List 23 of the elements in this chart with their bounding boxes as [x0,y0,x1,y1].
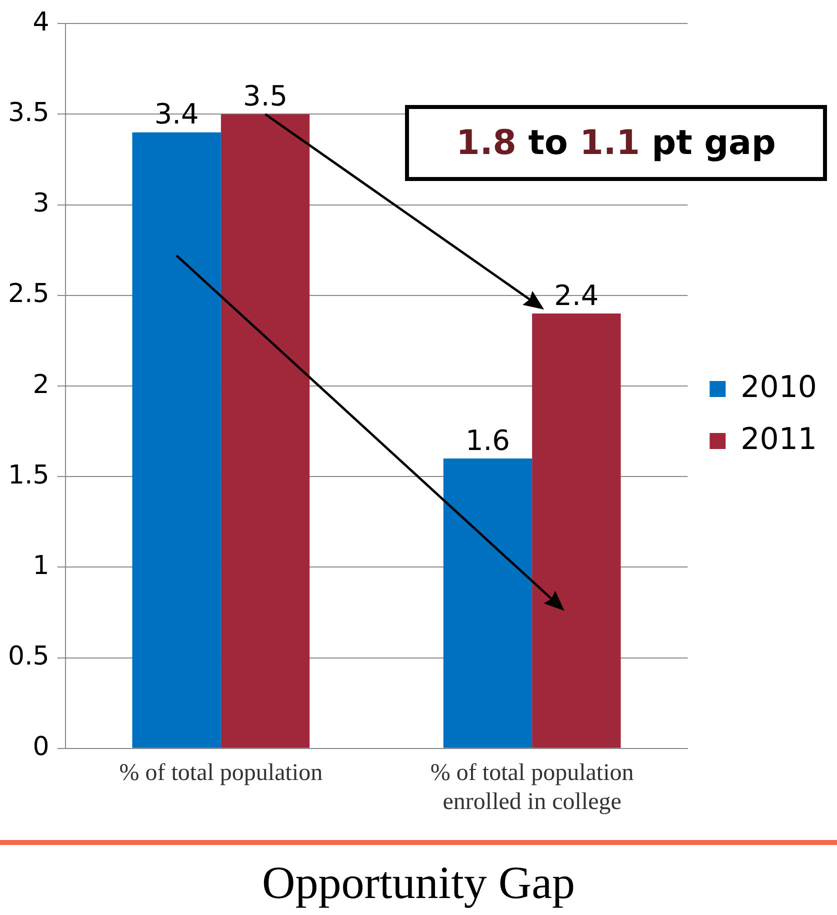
data-label: 2.4 [554,278,599,312]
legend-label: 2011 [740,422,818,457]
y-tick-label: 1.5 [8,460,50,490]
x-tick-label: % of total population enrolled in college [430,760,634,815]
bar [132,132,221,748]
y-tick-label: 4 [32,7,50,38]
y-tick-label: 3 [32,188,50,219]
y-tick-label: 1 [32,550,50,581]
data-label: 1.6 [465,424,510,457]
bar [220,114,310,748]
y-tick-label: 3.5 [8,98,50,128]
y-tick-label: 2 [32,370,50,400]
y-tick-label: 0 [32,732,50,762]
annotation: 1.8 to 1.1 pt gap [456,123,776,163]
y-tick-label: 2.5 [8,279,50,310]
bar [532,314,621,748]
x-tick-label: % of total population [119,760,323,786]
text: Opportunity Gap [260,856,576,909]
data-label: 3.5 [243,79,288,112]
legend-label: 2010 [740,370,818,405]
bar [443,458,532,748]
data-label: 3.4 [154,98,199,131]
y-tick-label: 0.5 [8,642,50,672]
